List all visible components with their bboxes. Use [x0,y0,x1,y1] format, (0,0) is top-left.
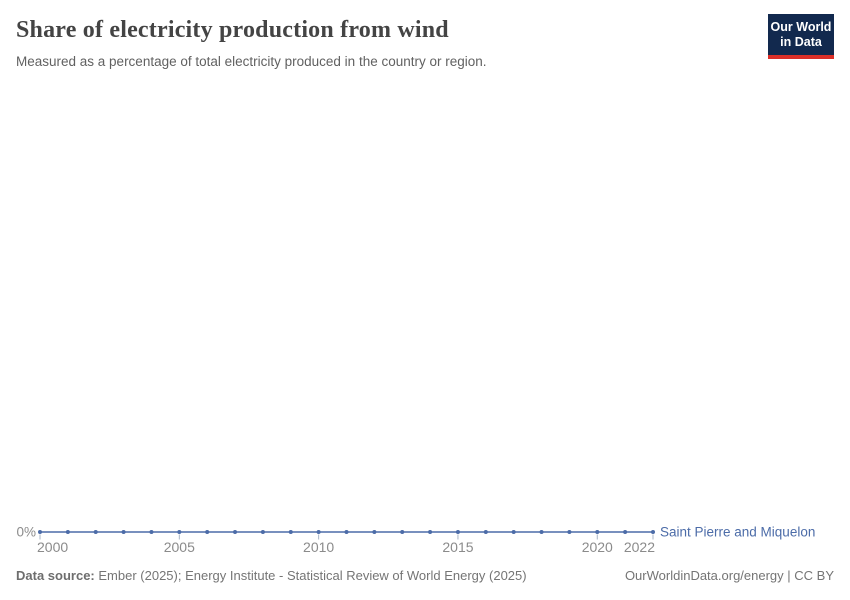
data-point-marker[interactable] [38,530,42,534]
data-point-marker[interactable] [455,530,460,534]
data-point-marker[interactable] [260,530,265,534]
y-axis-tick-label: 0% [16,525,36,540]
data-point-marker[interactable] [623,530,628,534]
chart-footer: Data source: Ember (2025); Energy Instit… [16,568,834,583]
x-axis-label: 2005 [164,539,195,555]
x-axis-label: 2010 [303,539,334,555]
data-point-marker[interactable] [428,530,433,534]
chart-header: Share of electricity production from win… [16,15,740,71]
chart-title: Share of electricity production from win… [16,17,449,43]
x-axis-label: 2015 [442,539,473,555]
data-point-marker[interactable] [288,530,293,534]
x-axis-label: 2020 [582,539,613,555]
owid-logo-line1: Our World [770,20,832,34]
x-axis-label: 2022 [624,539,655,555]
data-source-text: Ember (2025); Energy Institute - Statist… [98,568,527,583]
chart-subtitle: Measured as a percentage of total electr… [16,54,487,69]
data-point-marker[interactable] [539,530,544,534]
data-point-marker[interactable] [372,530,377,534]
footer-rights-link[interactable]: OurWorldinData.org/energy | CC BY [624,568,834,583]
data-point-marker[interactable] [511,530,516,534]
owid-logo[interactable]: Our World in Data [768,14,834,59]
data-point-marker[interactable] [177,530,182,534]
data-point-marker[interactable] [595,530,600,534]
data-point-marker[interactable] [233,530,238,534]
data-point-marker[interactable] [149,530,154,534]
x-axis-label: 2000 [37,539,68,555]
series-end-label[interactable]: Saint Pierre and Miquelon [660,525,815,540]
data-point-marker[interactable] [400,530,405,534]
data-point-marker[interactable] [344,530,349,534]
data-point-marker[interactable] [567,530,572,534]
data-point-marker[interactable] [651,530,655,534]
data-point-marker[interactable] [121,530,126,534]
data-source-label: Data source: [16,568,95,583]
data-point-marker[interactable] [93,530,98,534]
owid-logo-line2: in Data [780,34,822,49]
data-point-marker[interactable] [65,530,70,534]
data-point-marker[interactable] [316,530,321,534]
data-point-marker[interactable] [483,530,488,534]
data-point-marker[interactable] [205,530,210,534]
data-source-note: Data source: Ember (2025); Energy Instit… [16,568,527,583]
